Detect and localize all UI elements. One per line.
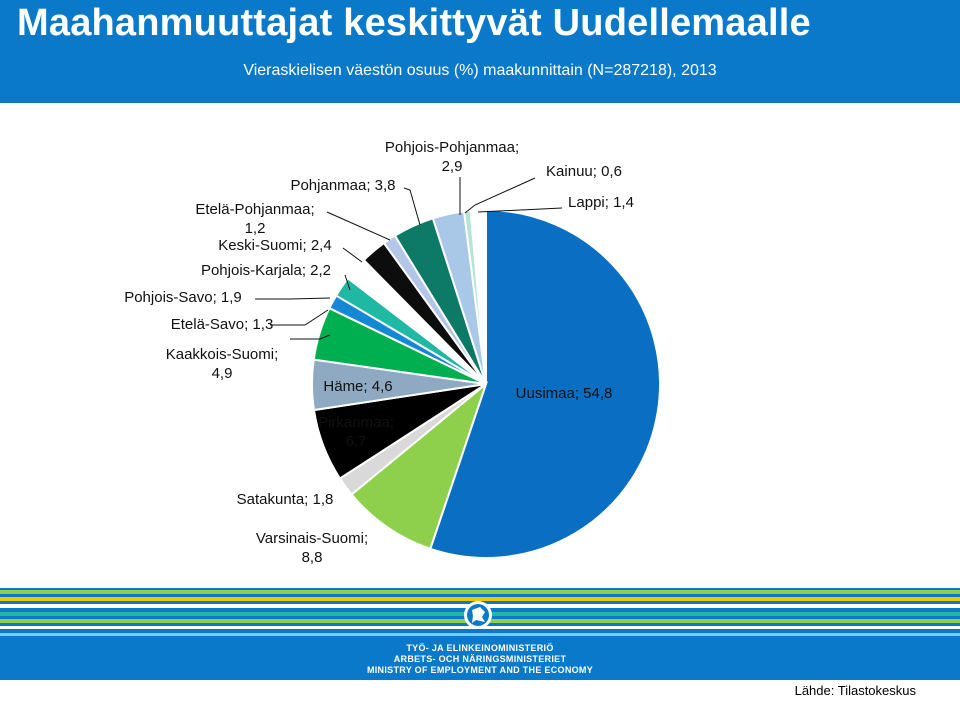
slice-label: Kaakkois-Suomi; 4,9	[166, 346, 279, 382]
leader-line	[255, 297, 331, 300]
leader-line	[403, 187, 421, 226]
leader-line	[342, 247, 363, 263]
lion-emblem-icon	[464, 601, 492, 629]
slice-label: Pohjanmaa; 3,8	[290, 177, 395, 194]
pie-slice-uusimaa	[429, 208, 662, 559]
leader-lines	[255, 177, 563, 340]
footer-band	[0, 588, 960, 705]
slice-label: Etelä-Savo; 1,3	[171, 316, 274, 333]
slice-labels: Uusimaa; 54,8 Varsinais-Suomi; 8,8 Satakunt…	[124, 139, 634, 566]
leader-line	[344, 274, 351, 291]
slice-label: Pohjois-Pohjanmaa; 2,9	[385, 139, 519, 175]
slice-label: Uusimaa; 54,8	[516, 385, 613, 402]
slice-label: Pohjois-Savo; 1,9	[124, 289, 242, 306]
slice-label: Etelä-Pohjanmaa; 1,2	[195, 201, 314, 237]
slice-label: Lappi; 1,4	[568, 194, 634, 211]
leader-line	[290, 334, 331, 340]
slice-label: Kainuu; 0,6	[546, 163, 622, 180]
pie-slices	[311, 208, 662, 559]
source-note: Lähde: Tilastokeskus	[794, 683, 916, 698]
page-title: Maahanmuuttajat keskittyvät Uudellemaall…	[17, 2, 811, 44]
chart-subtitle: Vieraskielisen väestön osuus (%) maakunn…	[243, 62, 717, 79]
slice-label: Satakunta; 1,8	[237, 491, 334, 508]
slice-label: Varsinais-Suomi; 8,8	[256, 530, 368, 566]
ministry-name-fi: TYÖ- JA ELINKEINOMINISTERIÖ	[406, 643, 554, 653]
slice-label: Pohjois-Karjala; 2,2	[201, 262, 331, 279]
slice-label: Pirkanmaa; 6,7	[318, 414, 394, 450]
leader-line	[270, 309, 329, 326]
leader-line	[464, 177, 536, 214]
pie-slice-varsinais-suomi	[350, 381, 489, 551]
leader-line	[326, 211, 391, 241]
header-banner: Maahanmuuttajat keskittyvät Uudellemaall…	[0, 0, 960, 103]
ministry-name-en: MINISTRY OF EMPLOYMENT AND THE ECONOMY	[366, 665, 594, 675]
ministry-name-sv: ARBETS- OCH NÄRINGSMINISTERIET	[393, 654, 567, 664]
pie-chart: Uusimaa; 54,8 Varsinais-Suomi; 8,8 Satakunt…	[124, 139, 662, 566]
slice-label: Häme; 4,6	[323, 378, 392, 395]
ministry-logo: TYÖ- JA ELINKEINOMINISTERIÖ ARBETS- OCH …	[0, 643, 960, 676]
slice-label: Keski-Suomi; 2,4	[218, 237, 331, 254]
pie-slice-lappi	[469, 208, 487, 385]
leader-line	[477, 207, 563, 213]
